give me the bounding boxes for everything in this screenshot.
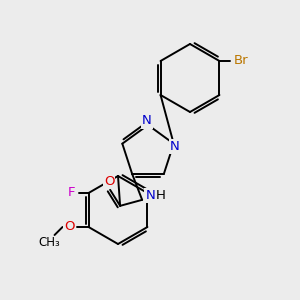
Text: F: F — [68, 187, 75, 200]
Text: Br: Br — [234, 55, 249, 68]
Text: N: N — [142, 115, 152, 128]
Text: N: N — [145, 189, 155, 202]
Text: CH₃: CH₃ — [39, 236, 60, 250]
Text: N: N — [170, 140, 180, 153]
Text: H: H — [156, 189, 166, 202]
Text: O: O — [104, 175, 114, 188]
Text: O: O — [64, 220, 75, 233]
